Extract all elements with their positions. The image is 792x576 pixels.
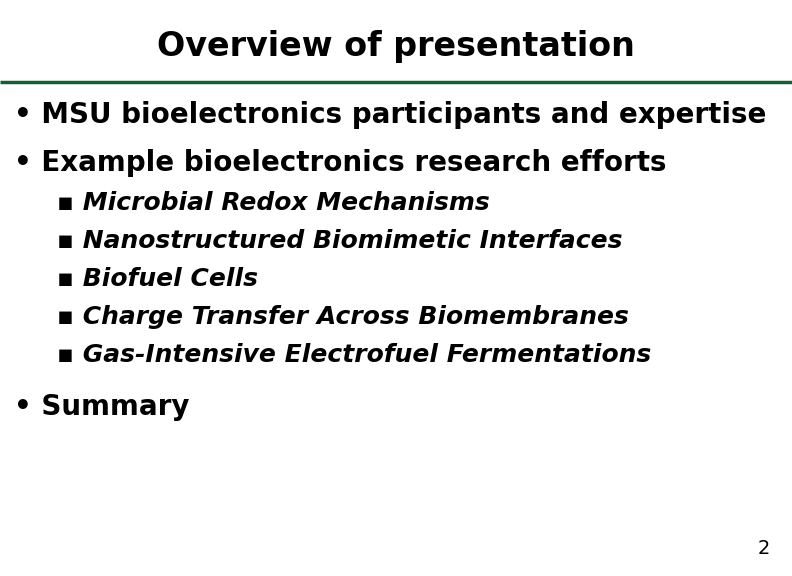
Text: • Example bioelectronics research efforts: • Example bioelectronics research effort… [14,149,667,177]
Text: ▪ Charge Transfer Across Biomembranes: ▪ Charge Transfer Across Biomembranes [57,305,629,329]
Text: • MSU bioelectronics participants and expertise: • MSU bioelectronics participants and ex… [14,101,767,129]
Text: Overview of presentation: Overview of presentation [157,29,635,63]
Text: ▪ Microbial Redox Mechanisms: ▪ Microbial Redox Mechanisms [57,191,489,215]
Text: ▪ Nanostructured Biomimetic Interfaces: ▪ Nanostructured Biomimetic Interfaces [57,229,623,253]
Text: ▪ Biofuel Cells: ▪ Biofuel Cells [57,267,258,291]
Text: • Summary: • Summary [14,393,190,421]
Text: 2: 2 [757,539,770,558]
Text: ▪ Gas-Intensive Electrofuel Fermentations: ▪ Gas-Intensive Electrofuel Fermentation… [57,343,651,367]
